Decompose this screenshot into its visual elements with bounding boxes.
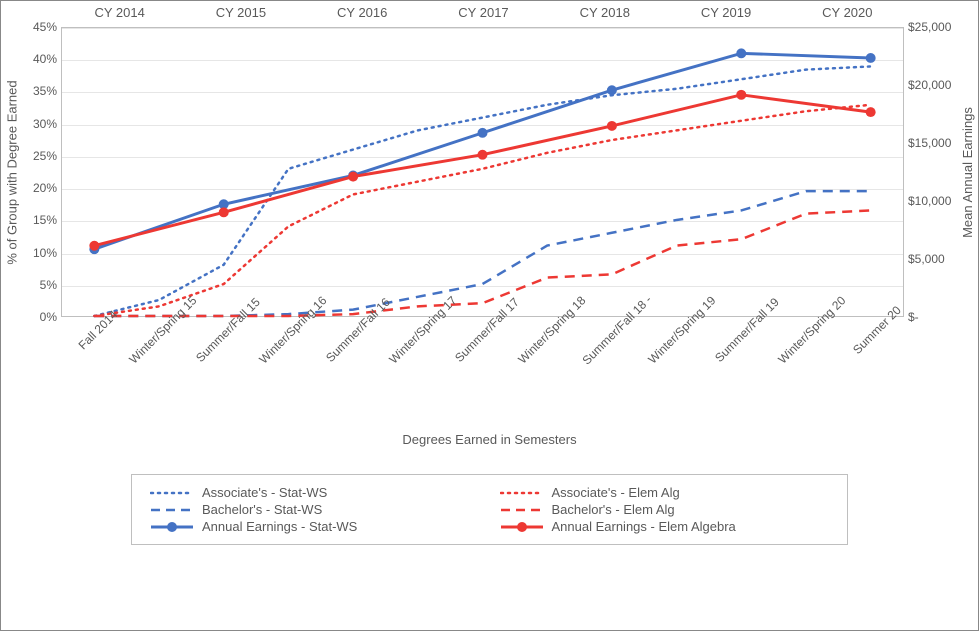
legend-swatch (500, 503, 544, 517)
y-left-tick: 45% (33, 20, 57, 34)
cy-label: CY 2014 (59, 5, 180, 27)
series-line (94, 210, 870, 316)
legend-label: Bachelor's - Stat-WS (202, 502, 322, 517)
y-left-title-container: % of Group with Degree Earned (1, 27, 23, 317)
y-left-tick: 15% (33, 213, 57, 227)
series-marker (607, 121, 617, 131)
series-line (94, 66, 870, 316)
cy-label: CY 2018 (544, 5, 665, 27)
lines-svg (62, 28, 903, 316)
x-tick: Winter/Spring 17 (385, 317, 450, 432)
legend-item: Annual Earnings - Stat-WS (150, 519, 480, 534)
y-right-tick: $25,000 (908, 20, 951, 34)
x-tick: Summer/Fall 15 (191, 317, 256, 432)
cy-label: CY 2020 (787, 5, 908, 27)
y-right-tick: $15,000 (908, 136, 951, 150)
legend-label: Associate's - Elem Alg (552, 485, 680, 500)
y-left-tick: 40% (33, 52, 57, 66)
y-right-ticks: $- $5,000 $10,000 $15,000 $20,000 $25,00… (904, 27, 956, 317)
cy-label: CY 2017 (423, 5, 544, 27)
x-tick: Winter/Spring 20 (774, 317, 839, 432)
cy-label: CY 2019 (665, 5, 786, 27)
cy-label: CY 2016 (302, 5, 423, 27)
y-left-tick: 25% (33, 149, 57, 163)
series-marker (607, 85, 617, 95)
x-tick: Summer/Fall 17 (450, 317, 515, 432)
y-left-ticks: 0%5%10%15%20%25%30%35%40%45% (23, 27, 61, 317)
legend-item: Associate's - Stat-WS (150, 485, 480, 500)
legend-swatch (150, 503, 194, 517)
legend-swatch (150, 520, 194, 534)
legend-swatch (150, 486, 194, 500)
y-left-title: % of Group with Degree Earned (5, 80, 20, 264)
x-tick: Winter/Spring 16 (256, 317, 321, 432)
series-marker (89, 241, 99, 251)
legend-item: Associate's - Elem Alg (500, 485, 830, 500)
legend-swatch (500, 486, 544, 500)
series-marker (478, 150, 488, 160)
cy-labels-row: CY 2014CY 2015CY 2016CY 2017CY 2018CY 20… (1, 5, 978, 27)
series-marker (866, 107, 876, 117)
x-tick: Summer/Fall 16 (320, 317, 385, 432)
y-right-tick: $10,000 (908, 194, 951, 208)
y-left-tick: 5% (40, 278, 57, 292)
series-marker (219, 207, 229, 217)
series-marker (348, 172, 358, 182)
y-right-tick: $5,000 (908, 252, 945, 266)
x-tick: Winter/Spring 19 (645, 317, 710, 432)
legend-item: Bachelor's - Elem Alg (500, 502, 830, 517)
y-left-tick: 35% (33, 84, 57, 98)
series-marker (736, 90, 746, 100)
x-tick: Summer 20 (839, 317, 904, 432)
y-left-tick: 20% (33, 181, 57, 195)
x-tick: Summer/Fall 18 - (580, 317, 645, 432)
plot-row: % of Group with Degree Earned 0%5%10%15%… (1, 27, 978, 317)
plot-area (61, 27, 904, 317)
x-tick: Summer/Fall 19 (709, 317, 774, 432)
y-left-tick: 30% (33, 117, 57, 131)
y-right-title: Mean Annual Earnings (960, 107, 975, 238)
x-tick: Fall 2014 (61, 317, 126, 432)
legend: Associate's - Stat-WS Associate's - Elem … (131, 474, 848, 545)
y-right-title-container: Mean Annual Earnings (956, 27, 978, 317)
x-tick: Winter/Spring 18 (515, 317, 580, 432)
y-right-tick: $20,000 (908, 78, 951, 92)
x-tick: Winter/Spring 15 (126, 317, 191, 432)
legend-item: Annual Earnings - Elem Algebra (500, 519, 830, 534)
legend-label: Annual Earnings - Stat-WS (202, 519, 357, 534)
legend-label: Bachelor's - Elem Alg (552, 502, 675, 517)
series-marker (478, 128, 488, 138)
legend-label: Annual Earnings - Elem Algebra (552, 519, 736, 534)
legend-swatch (500, 520, 544, 534)
chart-container: CY 2014CY 2015CY 2016CY 2017CY 2018CY 20… (0, 0, 979, 631)
y-left-tick: 10% (33, 246, 57, 260)
legend-item: Bachelor's - Stat-WS (150, 502, 480, 517)
cy-label: CY 2015 (180, 5, 301, 27)
legend-label: Associate's - Stat-WS (202, 485, 327, 500)
x-axis-title: Degrees Earned in Semesters (1, 432, 978, 456)
series-marker (736, 48, 746, 58)
x-ticks-row: Fall 2014Winter/Spring 15Summer/Fall 15W… (1, 317, 978, 432)
series-marker (866, 53, 876, 63)
